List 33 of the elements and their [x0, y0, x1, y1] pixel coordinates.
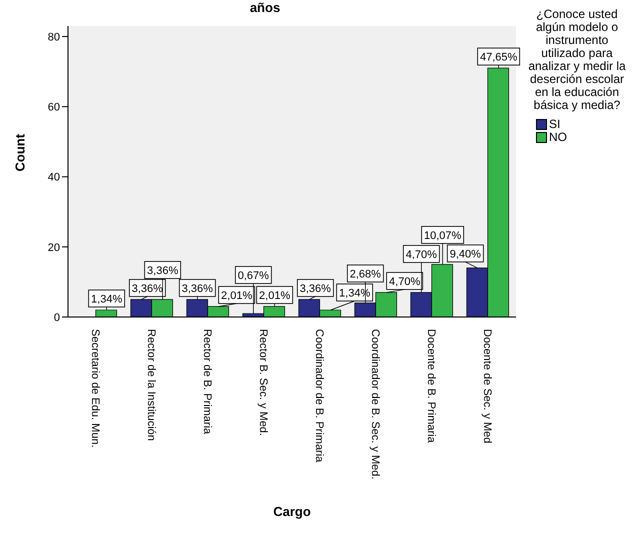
y-tick-label: 60 [48, 102, 60, 114]
annotation: 3,36% [147, 264, 178, 277]
annotation: 4,70% [406, 248, 438, 261]
y-tick-label: 80 [48, 31, 60, 44]
annotation: 4,70% [389, 276, 420, 288]
x-tick-label: Rector de B. Primaria [201, 329, 213, 436]
annotation: 3,36% [182, 282, 214, 295]
y-tick-label: 0 [54, 312, 60, 324]
annotation: 1,34% [91, 293, 122, 306]
annotation: 2,01% [221, 290, 252, 302]
x-tick-label: Docente de Sec. y Med [481, 329, 493, 444]
x-tick-label: Coordinador de B. Primaria [313, 329, 325, 464]
x-tick-label: Secretario de Edu. Mun. [89, 329, 101, 448]
x-tick-label: Rector B. Sec. y Med. [257, 329, 269, 436]
annotation: 3,36% [300, 282, 332, 295]
y-tick-label: 20 [48, 242, 60, 254]
x-tick-label: Coordinador de B. Sec. y Med. [369, 329, 381, 480]
y-tick-label: 40 [48, 172, 60, 184]
annotation: 2,68% [350, 268, 382, 280]
x-tick-label: Docente de B. Primaria [425, 329, 437, 444]
annotation: 9,40% [450, 248, 482, 260]
legend-label: NO [549, 130, 567, 144]
x-axis-title: Cargo [273, 504, 311, 519]
annotation: 47,65% [480, 52, 518, 64]
annotation: 2,01% [259, 290, 290, 302]
annotation: 0,67% [238, 270, 270, 282]
chart-title: años [248, 0, 282, 15]
x-tick-label: Rector de la Institución [145, 329, 157, 441]
annotation: 3,36% [132, 282, 164, 295]
annotation: 10,07% [424, 230, 462, 242]
y-axis-title: Count [12, 133, 28, 172]
legend-title: ¿Conoce usted algún modelo o instrumento utilizado para analizar y medir la deserción escolar en la educación básica y media? [527, 7, 627, 112]
legend-label: SI [549, 117, 560, 131]
